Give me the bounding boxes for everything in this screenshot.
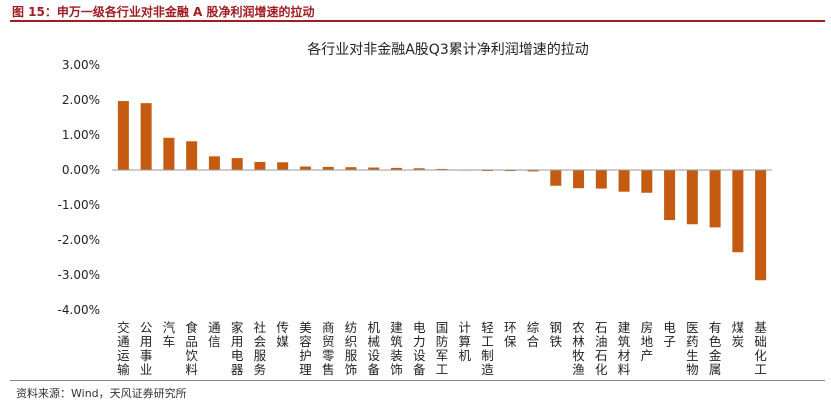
bar <box>709 170 721 228</box>
bar <box>550 170 562 186</box>
bar <box>277 162 289 170</box>
bar <box>163 137 175 170</box>
bar <box>573 170 585 189</box>
bar <box>345 167 357 170</box>
x-tick-label: 电子 <box>663 320 676 349</box>
bar <box>504 170 516 172</box>
x-tick-label: 交通运输 <box>117 320 130 377</box>
bar <box>482 170 494 172</box>
y-tick-label: -1.00% <box>58 198 100 212</box>
x-tick-label: 计算机 <box>459 320 472 363</box>
bar <box>117 101 129 170</box>
x-tick-label: 农林牧渔 <box>572 320 585 377</box>
x-tick-label: 综合 <box>527 320 540 349</box>
x-tick-label: 食品饮料 <box>185 320 198 377</box>
x-tick-label: 家用电器 <box>231 320 244 377</box>
x-tick-label: 社会服务 <box>254 320 267 377</box>
x-tick-label: 国防军工 <box>436 320 449 377</box>
x-tick-label: 轻工制造 <box>481 320 494 377</box>
x-tick-label: 商贸零售 <box>322 320 335 377</box>
x-tick-label: 电力设备 <box>413 320 426 377</box>
x-tick-label: 医药生物 <box>686 320 699 377</box>
bar <box>686 170 698 225</box>
x-tick-label: 房地产 <box>641 320 654 363</box>
x-tick-label: 公用事业 <box>140 320 153 377</box>
bar <box>186 141 198 170</box>
x-tick-label: 汽车 <box>163 320 176 349</box>
y-tick-label: -3.00% <box>58 268 100 282</box>
bar <box>595 170 607 189</box>
x-tick-label: 传媒 <box>276 320 289 349</box>
x-tick-label: 建筑材料 <box>618 320 631 377</box>
x-tick-label: 有色金属 <box>709 320 722 377</box>
bar <box>527 170 539 172</box>
y-axis-labels: 3.00% 2.00% 1.00% 0.00% -1.00% -2.00% -3.00% -4… <box>58 58 100 317</box>
x-tick-label: 煤炭 <box>732 320 745 349</box>
bar <box>755 170 767 281</box>
y-tick-label: 2.00% <box>62 93 100 107</box>
x-tick-label: 机械设备 <box>367 320 380 377</box>
x-tick-label: 钢铁 <box>550 320 563 349</box>
bar <box>299 166 311 170</box>
x-tick-label: 石油石化 <box>595 320 608 377</box>
x-tick-label: 纺织服饰 <box>345 320 358 377</box>
bar <box>322 166 334 170</box>
bar <box>641 170 653 193</box>
figure-footer: 资料来源：Wind，天风证券研究所 <box>10 380 825 400</box>
bar <box>140 103 152 170</box>
x-tick-label: 环保 <box>504 320 517 349</box>
bar <box>664 170 676 221</box>
x-tick-label: 建筑装饰 <box>390 320 403 377</box>
chart-title: 各行业对非金融A股Q3累计净利润增速的拉动 <box>307 42 589 58</box>
y-tick-label: 3.00% <box>62 58 100 72</box>
bar <box>436 168 448 170</box>
x-axis-labels: 交通运输公用事业汽车食品饮料通信家用电器社会服务传媒美容护理商贸零售纺织服饰机械… <box>117 320 767 377</box>
figure-header: 图 15：申万一级各行业对非金融 A 股净利润增速的拉动 <box>10 2 825 22</box>
x-tick-label: 通信 <box>208 320 221 349</box>
y-tick-label: -2.00% <box>58 233 100 247</box>
bar <box>413 168 425 170</box>
y-tick-label: 0.00% <box>62 163 100 177</box>
bar <box>618 170 630 192</box>
y-tick-label: -4.00% <box>58 303 100 317</box>
figure-caption: 图 15：申万一级各行业对非金融 A 股净利润增速的拉动 <box>12 5 315 19</box>
x-tick-label: 基础化工 <box>754 320 767 377</box>
x-tick-label: 美容护理 <box>299 320 312 377</box>
bar <box>231 158 243 170</box>
source-note: 资料来源：Wind，天风证券研究所 <box>16 387 187 400</box>
y-tick-label: 1.00% <box>62 128 100 142</box>
bar <box>390 167 402 170</box>
bar <box>208 156 220 170</box>
bar <box>732 170 744 253</box>
bar <box>368 167 380 170</box>
bars <box>117 101 767 281</box>
bar <box>254 161 266 170</box>
